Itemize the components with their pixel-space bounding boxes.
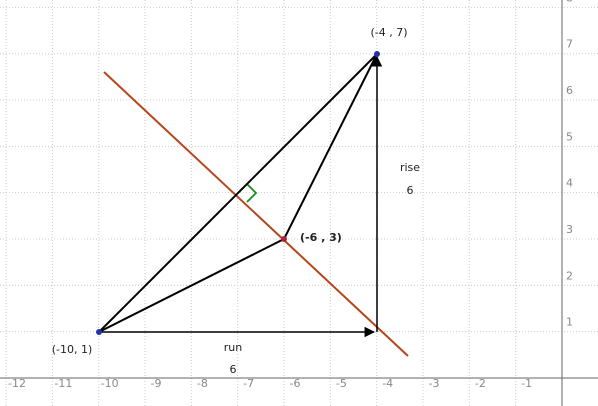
y-tick-label: 7 <box>566 38 573 51</box>
run-label: run <box>224 341 242 354</box>
perpendicular-line <box>103 71 409 357</box>
x-tick-label: -9 <box>151 377 162 390</box>
segment <box>98 238 285 333</box>
x-tick-label: -5 <box>336 377 347 390</box>
segment <box>283 53 378 240</box>
point-label: (-4 , 7) <box>370 26 407 39</box>
rise-value: 6 <box>407 184 414 197</box>
point-label: (-6 , 3) <box>300 231 342 244</box>
y-tick-label: 8 <box>566 0 573 4</box>
segment <box>98 53 378 333</box>
point <box>374 51 380 57</box>
x-tick-label: -6 <box>290 377 301 390</box>
y-tick-label: 2 <box>566 269 573 282</box>
y-tick-label: 5 <box>566 130 573 143</box>
x-tick-label: -12 <box>8 377 26 390</box>
x-tick-label: -3 <box>429 377 440 390</box>
x-tick-label: -11 <box>54 377 72 390</box>
point-label: (-10, 1) <box>52 343 93 356</box>
y-tick-label: 3 <box>566 223 573 236</box>
y-tick-label: 1 <box>566 316 573 329</box>
point <box>96 329 102 335</box>
tick-labels: -12-11-10-9-8-7-6-5-4-3-2-112345678 <box>8 0 573 390</box>
run-value: 6 <box>230 363 237 376</box>
x-tick-label: -1 <box>521 377 532 390</box>
point <box>281 236 287 242</box>
x-tick-label: -8 <box>197 377 208 390</box>
rise-label: rise <box>400 161 420 174</box>
y-tick-label: 6 <box>566 84 573 97</box>
y-tick-label: 4 <box>566 177 573 190</box>
x-tick-label: -10 <box>101 377 119 390</box>
x-tick-label: -4 <box>382 377 393 390</box>
x-tick-label: -2 <box>475 377 486 390</box>
x-tick-label: -7 <box>243 377 254 390</box>
